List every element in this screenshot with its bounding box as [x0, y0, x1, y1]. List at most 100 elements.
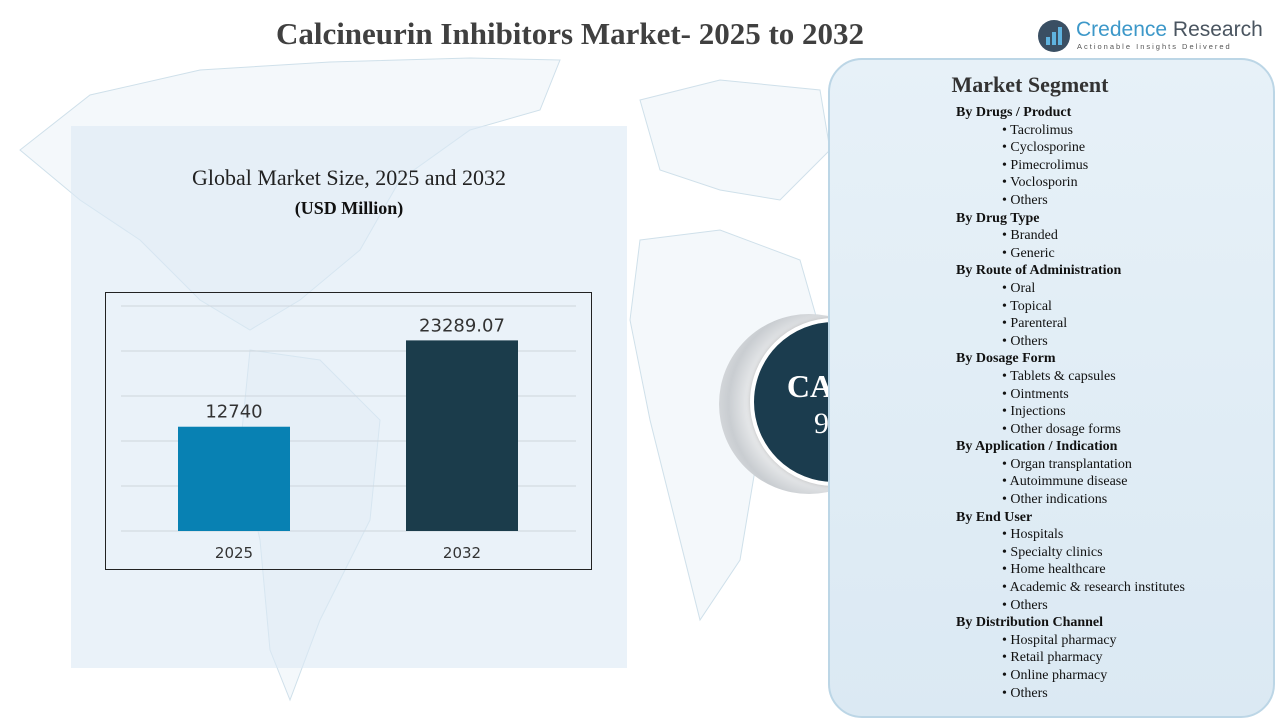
segment-item-label: Other indications — [1010, 492, 1108, 508]
bar-2032 — [406, 340, 518, 531]
bullet-icon: • — [1002, 544, 1011, 560]
segment-item: • Others — [1002, 597, 1185, 615]
bullet-icon: • — [1002, 368, 1011, 384]
segment-item: • Voclosporin — [1002, 174, 1185, 192]
segment-list: By Drugs / Product • Tacrolimus • Cyclospo… — [956, 104, 1185, 702]
segment-item-label: Home healthcare — [1010, 562, 1106, 578]
segment-item: • Others — [1002, 333, 1185, 351]
segment-item-label: Other dosage forms — [1010, 421, 1121, 437]
segment-item-label: Others — [1010, 597, 1048, 613]
bar-chart-svg: 12740 2025 23289.07 2032 — [121, 305, 576, 562]
segment-item: • Academic & research institutes — [1002, 579, 1185, 597]
bullet-icon: • — [1002, 386, 1011, 402]
x-tick-label: 2025 — [215, 544, 253, 562]
bullet-icon: • — [1002, 280, 1011, 296]
segment-item: • Oral — [1002, 280, 1185, 298]
chart-unit: (USD Million) — [294, 198, 404, 218]
segment-item-label: Others — [1010, 333, 1048, 349]
segment-item-label: Academic & research institutes — [1009, 580, 1185, 596]
data-label: 12740 — [205, 402, 262, 423]
segment-item-label: Ointments — [1010, 386, 1069, 402]
segment-item: • Others — [1002, 685, 1185, 703]
segment-item: • Topical — [1002, 298, 1185, 316]
segment-item-label: Pimecrolimus — [1010, 157, 1089, 173]
bullet-icon: • — [1002, 650, 1011, 666]
bullet-icon: • — [1002, 298, 1011, 314]
segment-item: • Autoimmune disease — [1002, 473, 1185, 491]
bullet-icon: • — [1002, 122, 1011, 138]
segment-item: • Retail pharmacy — [1002, 649, 1185, 667]
bullet-icon: • — [1002, 668, 1011, 683]
bullet-icon: • — [1002, 228, 1011, 244]
bullet-icon: • — [1002, 527, 1011, 543]
logo-bar-chart-icon — [1038, 20, 1070, 52]
segment-item-label: Cyclosporine — [1010, 140, 1086, 156]
page-title: Calcineurin Inhibitors Market- 2025 to 2… — [275, 16, 865, 51]
segment-item-label: Injections — [1010, 404, 1066, 420]
segment-item: • Branded — [1002, 227, 1185, 245]
bullet-icon: • — [1002, 140, 1011, 156]
segment-group-heading: By Route of Administration — [956, 263, 1122, 279]
segment-item-label: Organ transplantation — [1010, 456, 1132, 472]
logo-name-b: Research — [1172, 18, 1263, 41]
bullet-icon: • — [1002, 456, 1011, 472]
bullet-icon: • — [1002, 316, 1011, 332]
segment-item-label: Retail pharmacy — [1010, 650, 1103, 666]
segment-item: • Injections — [1002, 403, 1185, 421]
segment-item-label: Oral — [1010, 280, 1036, 296]
chart-panel — [71, 126, 627, 668]
segment-item-label: Autoimmune disease — [1009, 474, 1128, 490]
chart-title: Global Market Size, 2025 and 2032 — [191, 165, 507, 190]
bullet-icon: • — [1002, 175, 1011, 191]
segment-item-label: Topical — [1010, 298, 1052, 314]
segment-item-label: Parenteral — [1010, 316, 1068, 332]
segment-item: • Parenteral — [1002, 315, 1185, 333]
segment-item-label: Hospital pharmacy — [1010, 632, 1117, 648]
segment-item-label: Online pharmacy — [1010, 668, 1108, 683]
segment-group-heading: By Drugs / Product — [956, 105, 1072, 120]
segment-item: • Hospitals — [1002, 526, 1185, 544]
market-segment-panel: Market Segment By Drugs / Product • Tacro… — [828, 58, 1275, 718]
segment-item-label: Specialty clinics — [1010, 544, 1103, 560]
logo-name-a: Credence — [1076, 18, 1168, 41]
segment-item-label: Others — [1010, 192, 1048, 208]
bullet-icon: • — [1002, 333, 1011, 349]
segment-item: • Hospital pharmacy — [1002, 632, 1185, 650]
bullet-icon: • — [1002, 474, 1010, 490]
segment-item-label: Generic — [1010, 245, 1055, 261]
segment-group-heading: By End User — [956, 509, 1033, 525]
segment-item-label: Others — [1010, 685, 1048, 701]
segment-group-heading: By Dosage Form — [956, 351, 1056, 367]
bullet-icon: • — [1002, 580, 1010, 596]
bullet-icon: • — [1002, 157, 1011, 173]
segment-item: • Specialty clinics — [1002, 544, 1185, 562]
data-label: 23289.07 — [419, 315, 505, 336]
segment-item: • Home healthcare — [1002, 561, 1185, 579]
segment-item-label: Hospitals — [1010, 527, 1064, 543]
bullet-icon: • — [1002, 632, 1011, 648]
segment-item-label: Tacrolimus — [1010, 122, 1073, 138]
bullet-icon: • — [1002, 562, 1011, 578]
bullet-icon: • — [1002, 685, 1011, 701]
segment-item-label: Branded — [1010, 228, 1058, 244]
bullet-icon: • — [1002, 597, 1011, 613]
x-tick-label: 2032 — [443, 544, 481, 562]
segment-item: • Online pharmacy — [1002, 667, 1185, 685]
segment-item: • Others — [1002, 192, 1185, 210]
segment-item: • Generic — [1002, 245, 1185, 263]
logo-tagline: Actionable Insights Delivered — [1077, 42, 1232, 51]
bar-chart: 12740 2025 23289.07 2032 — [105, 292, 592, 570]
segment-item: • Pimecrolimus — [1002, 157, 1185, 175]
segment-group-heading: By Application / Indication — [956, 439, 1118, 455]
segment-item: • Other dosage forms — [1002, 421, 1185, 439]
bullet-icon: • — [1002, 192, 1011, 208]
bullet-icon: • — [1002, 245, 1011, 261]
segment-title: Market Segment — [951, 72, 1109, 97]
credence-research-logo: Credence Research Actionable Insights De… — [1038, 18, 1268, 54]
segment-item: • Tablets & capsules — [1002, 368, 1185, 386]
segment-group-heading: By Drug Type — [956, 210, 1040, 226]
bullet-icon: • — [1002, 421, 1011, 437]
segment-item: • Cyclosporine — [1002, 139, 1185, 157]
segment-group-heading: By Distribution Channel — [956, 615, 1104, 631]
segment-item: • Tacrolimus — [1002, 122, 1185, 140]
